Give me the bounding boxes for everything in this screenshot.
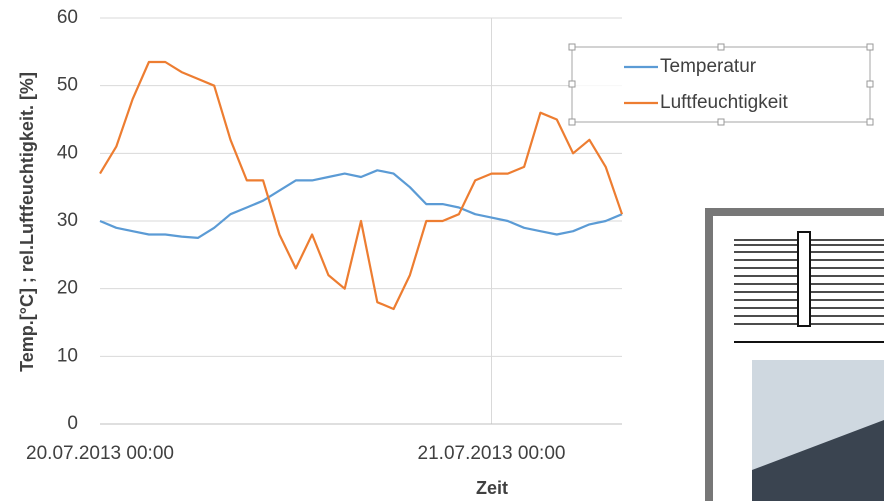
legend-label: Temperatur xyxy=(660,56,757,77)
y-tick-label: 20 xyxy=(57,278,78,299)
x-tick-label: 20.07.2013 00:00 xyxy=(26,443,174,464)
legend-handle xyxy=(568,43,576,51)
legend-label: Luftfeuchtigkeit xyxy=(660,92,789,113)
legend-handle xyxy=(866,80,874,88)
series-line xyxy=(99,169,623,239)
legend-handle xyxy=(866,118,874,126)
x-axis-title: Zeit xyxy=(476,478,508,498)
legend-handle xyxy=(568,80,576,88)
x-tick-label: 21.07.2013 00:00 xyxy=(418,443,566,464)
y-tick-label: 60 xyxy=(57,7,78,28)
series-line xyxy=(99,60,624,311)
side-figure xyxy=(705,208,884,501)
legend-handle xyxy=(568,118,576,126)
legend-handle xyxy=(866,43,874,51)
y-axis-title: Temp.[°C] ; rel.Luftfeuchtigkeit. [%] xyxy=(17,72,37,372)
y-tick-label: 0 xyxy=(67,413,78,434)
y-tick-label: 50 xyxy=(57,75,78,96)
y-tick-label: 40 xyxy=(57,142,78,163)
legend-handle xyxy=(717,43,725,51)
y-tick-label: 30 xyxy=(57,210,78,231)
y-tick-label: 10 xyxy=(57,345,78,366)
legend-handle xyxy=(717,118,725,126)
